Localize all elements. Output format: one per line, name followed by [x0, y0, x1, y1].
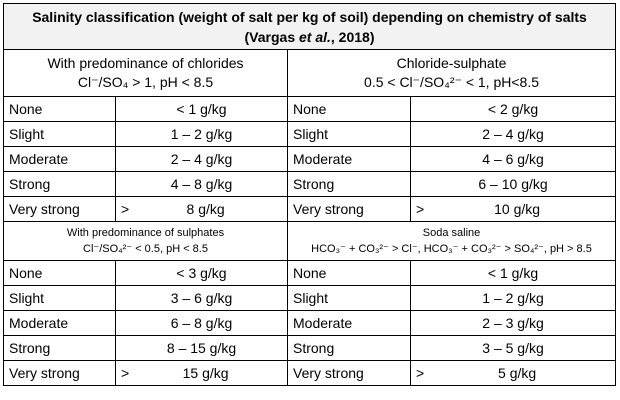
- class-label: Strong: [3, 171, 116, 197]
- value-prefix: >: [416, 365, 425, 381]
- value-text: 3 – 6 g/kg: [170, 290, 233, 306]
- table-title: Salinity classification (weight of salt …: [2, 3, 617, 50]
- salt-value: >15 g/kg: [115, 360, 288, 386]
- value-text: 8 g/kg: [186, 201, 225, 217]
- value-text: < 3 g/kg: [176, 265, 227, 281]
- data-row: Strong 8 – 15 g/kg Strong 3 – 5 g/kg: [3, 335, 617, 361]
- data-row: Moderate 6 – 8 g/kg Moderate 2 – 3 g/kg: [3, 310, 617, 336]
- class-label: Moderate: [287, 310, 411, 336]
- data-row: Strong 4 – 8 g/kg Strong 6 – 10 g/kg: [3, 171, 617, 197]
- value-text: 3 – 5 g/kg: [482, 340, 544, 356]
- section-header: Chloride-sulphate 0.5 < Cl⁻/SO₄²⁻ < 1, pH…: [286, 49, 617, 97]
- class-label: Slight: [3, 121, 116, 147]
- salt-value: 2 – 4 g/kg: [115, 146, 288, 172]
- salt-value: < 2 g/kg: [409, 96, 617, 122]
- value-text: 6 – 8 g/kg: [170, 315, 233, 331]
- data-row: Moderate 2 – 4 g/kg Moderate 4 – 6 g/kg: [3, 146, 617, 172]
- class-label: Very strong: [287, 360, 411, 386]
- title-text: Salinity classification (weight of salt …: [32, 8, 587, 45]
- salt-value: < 3 g/kg: [115, 260, 288, 286]
- value-text: 2 – 4 g/kg: [482, 126, 544, 142]
- value-text: 1 – 2 g/kg: [482, 290, 544, 306]
- class-label: Strong: [3, 335, 116, 361]
- value-text: 2 – 4 g/kg: [170, 151, 233, 167]
- header-line: Cl⁻/SO₄ > 1, pH < 8.5: [77, 74, 214, 90]
- value-text: 1 – 2 g/kg: [170, 126, 233, 142]
- section-header: With predominance of sulphates Cl⁻/SO₄²⁻ …: [3, 221, 288, 261]
- header-line: With predominance of chlorides: [47, 55, 244, 71]
- value-prefix: >: [416, 201, 425, 217]
- title-text: , 2018): [330, 28, 375, 45]
- value-text: 5 g/kg: [498, 365, 537, 381]
- class-label: Slight: [287, 121, 411, 147]
- data-row: Slight 1 – 2 g/kg Slight 2 – 4 g/kg: [3, 121, 617, 147]
- salt-value: 3 – 6 g/kg: [115, 285, 288, 311]
- value-prefix: >: [121, 201, 130, 217]
- salt-value: 6 – 10 g/kg: [409, 171, 617, 197]
- header-line: HCO₃⁻ + CO₃²⁻ > Cl⁻, HCO₃⁻ + CO₃²⁻ > SO₄…: [311, 243, 592, 255]
- salinity-table: Salinity classification (weight of salt …: [2, 3, 617, 386]
- value-text: < 1 g/kg: [176, 101, 227, 117]
- value-text: 4 – 8 g/kg: [170, 176, 233, 192]
- salt-value: >8 g/kg: [115, 196, 288, 222]
- class-label: Moderate: [287, 146, 411, 172]
- class-label: None: [287, 96, 411, 122]
- class-label: Very strong: [287, 196, 411, 222]
- class-label: Very strong: [3, 360, 116, 386]
- data-row: None < 1 g/kg None < 2 g/kg: [3, 96, 617, 122]
- title-italic: et al.: [299, 28, 331, 45]
- class-label: Moderate: [3, 310, 116, 336]
- salt-value: 2 – 4 g/kg: [409, 121, 617, 147]
- class-label: Moderate: [3, 146, 116, 172]
- class-label: None: [3, 260, 116, 286]
- value-text: 10 g/kg: [494, 201, 541, 217]
- value-text: 2 – 3 g/kg: [482, 315, 544, 331]
- salt-value: < 1 g/kg: [115, 96, 288, 122]
- class-label: None: [3, 96, 116, 122]
- class-label: None: [287, 260, 411, 286]
- class-label: Very strong: [3, 196, 116, 222]
- value-text: 4 – 6 g/kg: [482, 151, 544, 167]
- salt-value: 1 – 2 g/kg: [409, 285, 617, 311]
- salt-value: >5 g/kg: [409, 360, 617, 386]
- salt-value: 4 – 6 g/kg: [409, 146, 617, 172]
- value-text: < 1 g/kg: [487, 265, 539, 281]
- header-line: With predominance of sulphates: [66, 227, 225, 239]
- salt-value: < 1 g/kg: [409, 260, 617, 286]
- value-text: 15 g/kg: [182, 365, 229, 381]
- value-text: 6 – 10 g/kg: [478, 176, 548, 192]
- salt-value: 4 – 8 g/kg: [115, 171, 288, 197]
- header-line: 0.5 < Cl⁻/SO₄²⁻ < 1, pH<8.5: [364, 74, 539, 90]
- header-line: Soda saline: [422, 227, 481, 239]
- class-label: Strong: [287, 171, 411, 197]
- salt-value: 1 – 2 g/kg: [115, 121, 288, 147]
- section-header: Soda saline HCO₃⁻ + CO₃²⁻ > Cl⁻, HCO₃⁻ + …: [286, 221, 617, 261]
- value-prefix: >: [121, 365, 130, 381]
- header-row: With predominance of chlorides Cl⁻/SO₄ > …: [3, 49, 617, 97]
- value-text: 8 – 15 g/kg: [166, 340, 237, 356]
- data-row: Very strong >15 g/kg Very strong >5 g/kg: [3, 360, 617, 386]
- header-line: Chloride-sulphate: [396, 55, 507, 71]
- salt-value: 8 – 15 g/kg: [115, 335, 288, 361]
- value-text: < 2 g/kg: [487, 101, 539, 117]
- salt-value: 3 – 5 g/kg: [409, 335, 617, 361]
- data-row: None < 3 g/kg None < 1 g/kg: [3, 260, 617, 286]
- class-label: Strong: [287, 335, 411, 361]
- class-label: Slight: [287, 285, 411, 311]
- data-row: Slight 3 – 6 g/kg Slight 1 – 2 g/kg: [3, 285, 617, 311]
- header-row: With predominance of sulphates Cl⁻/SO₄²⁻ …: [3, 221, 617, 261]
- salt-value: 2 – 3 g/kg: [409, 310, 617, 336]
- class-label: Slight: [3, 285, 116, 311]
- header-line: Cl⁻/SO₄²⁻ < 0.5, pH < 8.5: [83, 243, 208, 255]
- section-header: With predominance of chlorides Cl⁻/SO₄ > …: [3, 49, 288, 97]
- salt-value: 6 – 8 g/kg: [115, 310, 288, 336]
- data-row: Very strong >8 g/kg Very strong >10 g/kg: [3, 196, 617, 222]
- title-row: Salinity classification (weight of salt …: [2, 3, 617, 50]
- salt-value: >10 g/kg: [409, 196, 617, 222]
